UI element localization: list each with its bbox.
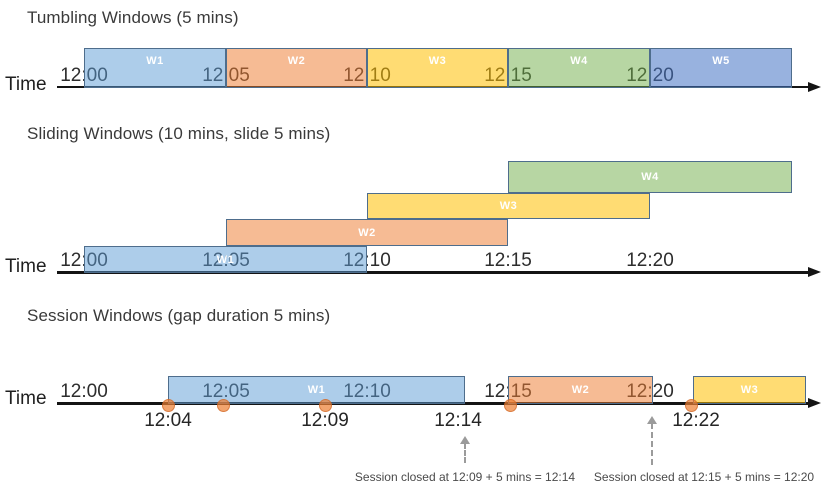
callout-arrow-line <box>651 423 653 465</box>
tumbling-windows-tick-1215: 12:15 <box>484 65 532 86</box>
tumbling-windows-tick-1200: 12:00 <box>60 65 108 86</box>
sliding-windows-title: Sliding Windows (10 mins, slide 5 mins) <box>27 124 331 143</box>
window-label: W5 <box>712 55 730 67</box>
sliding-windows-window-w2: W2 <box>226 219 508 246</box>
session-windows-tick-1220: 12:20 <box>626 381 674 402</box>
sliding-windows-time-axis <box>57 271 810 274</box>
sliding-windows-window-w1: W1 <box>84 246 367 273</box>
session-windows-tick-1200: 12:00 <box>60 381 108 402</box>
event-dot <box>684 398 698 412</box>
event-label-1204: 12:04 <box>144 410 192 431</box>
sliding-windows-window-w3: W3 <box>367 193 650 219</box>
callout-text: Session closed at 12:09 + 5 mins = 12:14 <box>354 470 576 484</box>
tumbling-windows-time-axis <box>57 86 810 88</box>
sliding-windows-tick-1215: 12:15 <box>484 250 532 271</box>
window-label: W1 <box>307 384 326 396</box>
event-label-1222: 12:22 <box>672 410 720 431</box>
tumbling-windows-window-w5: W5 <box>650 48 792 88</box>
tumbling-windows-window-w1: W1 <box>84 48 226 88</box>
window-label: W3 <box>740 384 759 396</box>
tumbling-windows-tick-1220: 12:20 <box>626 65 674 86</box>
window-label: W3 <box>428 55 447 67</box>
event-dot <box>161 398 175 412</box>
session-windows-tick-1205: 12:05 <box>202 381 250 402</box>
tumbling-windows-window-w2: W2 <box>226 48 367 88</box>
window-label: W4 <box>641 171 659 183</box>
tumbling-windows-time-label: Time <box>5 74 47 95</box>
session-windows-window-w3: W3 <box>693 376 806 404</box>
window-label: W1 <box>216 253 235 266</box>
session-windows-tick-1210: 12:10 <box>343 381 391 402</box>
session-windows-window-w1: W1 <box>168 376 465 404</box>
window-label: W2 <box>287 55 306 67</box>
event-dot <box>318 398 332 412</box>
event-dot <box>216 398 230 412</box>
session-windows-tick-1215: 12:15 <box>484 381 532 402</box>
session-windows-time-axis <box>57 402 810 405</box>
event-label-1214: 12:14 <box>434 410 482 431</box>
session-windows-time-label: Time <box>5 388 47 409</box>
window-label: W3 <box>499 200 518 212</box>
tumbling-windows-title: Tumbling Windows (5 mins) <box>27 8 239 27</box>
up-arrow-icon <box>460 436 470 444</box>
window-label: W4 <box>570 55 588 67</box>
session-windows-title: Session Windows (gap duration 5 mins) <box>27 306 331 325</box>
session-windows-axis-arrowhead-icon <box>808 398 821 408</box>
sliding-windows-tick-1220: 12:20 <box>626 250 674 271</box>
sliding-windows-axis-arrowhead-icon <box>808 267 821 277</box>
callout-arrow-line <box>464 443 466 463</box>
tumbling-windows-tick-1210: 12:10 <box>343 65 391 86</box>
tumbling-windows-axis-arrowhead-icon <box>808 81 821 92</box>
tumbling-windows-window-w4: W4 <box>508 48 650 88</box>
window-label: W2 <box>571 384 590 396</box>
callout-text: Session closed at 12:15 + 5 mins = 12:20 <box>593 470 815 484</box>
window-label: W1 <box>146 55 164 67</box>
sliding-windows-tick-1200: 12:00 <box>60 250 108 271</box>
tumbling-windows-tick-1205: 12:05 <box>202 65 250 86</box>
sliding-windows-time-label: Time <box>5 256 47 277</box>
sliding-windows-tick-1210: 12:10 <box>343 250 391 271</box>
sliding-windows-tick-1205: 12:05 <box>202 250 250 271</box>
window-label: W2 <box>358 226 376 239</box>
session-windows-window-w2: W2 <box>508 376 653 404</box>
sliding-windows-window-w4: W4 <box>508 161 792 193</box>
event-dot <box>503 398 517 412</box>
up-arrow-icon <box>647 416 657 424</box>
event-label-1209: 12:09 <box>301 410 349 431</box>
tumbling-windows-window-w3: W3 <box>367 48 508 88</box>
